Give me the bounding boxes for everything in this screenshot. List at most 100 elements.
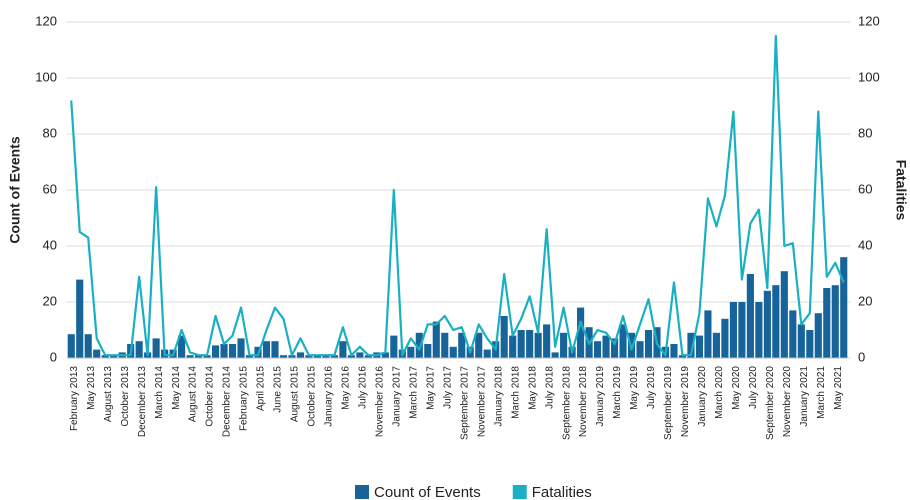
bar [237,338,245,358]
x-tick-label: March 2021 [816,366,827,419]
bar [93,349,101,358]
bar [619,324,627,358]
x-tick-label: September 2019 [663,366,674,440]
x-tick-label: March 2019 [612,366,623,419]
bar [101,355,109,358]
bar [755,302,763,358]
bar [262,341,271,358]
x-tick-label: January 2018 [493,366,504,427]
bar [407,346,415,358]
bar [729,302,737,358]
y2-tick-label: 40 [858,237,872,252]
bar [670,344,678,358]
bar [780,271,788,358]
bar [695,335,704,358]
bar [534,332,542,358]
y2-tick-label: 60 [858,181,872,196]
x-tick-label: May 2016 [341,366,352,410]
x-tick-label: March 2020 [714,366,725,419]
x-tick-label: July 2019 [646,366,657,409]
x-tick-label: July 2017 [442,366,453,409]
bar [330,355,338,358]
bar [602,335,610,358]
x-tick-label: June 2015 [273,366,284,413]
x-tick-label: August 2015 [290,366,301,423]
bar [67,334,75,358]
bar [789,310,797,358]
bar [296,352,305,358]
bar [746,274,754,358]
bar [271,341,279,358]
bar [313,355,321,358]
bar [203,355,211,358]
bar [195,355,203,358]
bar [356,352,364,358]
bar [364,355,372,358]
x-tick-label: November 2016 [374,366,385,438]
bar [186,355,194,358]
bar [738,302,746,358]
bar [577,307,585,358]
bar [449,346,457,358]
x-tick-label: May 2018 [527,366,538,410]
y2-tick-label: 80 [858,125,872,140]
bar [288,355,296,358]
x-tick-label: May 2014 [171,366,182,410]
bar [560,332,568,358]
x-tick-label: August 2014 [188,366,199,423]
bar [551,352,559,358]
bar [424,344,432,358]
bar [831,285,839,358]
y2-tick-label: 120 [858,13,880,28]
bar [84,334,92,358]
bar [840,257,848,358]
legend-swatch [355,485,369,499]
bar [644,330,653,358]
y-tick-label: 60 [43,181,57,196]
x-tick-label: January 2019 [595,366,606,427]
x-tick-label: November 2019 [680,366,691,438]
x-tick-label: December 2014 [222,366,233,438]
bar [610,338,619,358]
line [70,34,845,357]
x-tick-label: January 2021 [799,366,810,427]
y-tick-label: 100 [35,69,57,84]
x-tick-label: November 2020 [782,366,793,438]
bar [279,355,288,358]
x-tick-label: March 2014 [154,366,165,419]
bar [458,332,466,358]
bar [526,330,534,358]
bar [712,332,720,358]
bar [390,335,398,358]
y-tick-label: 40 [43,237,57,252]
y-tick-label: 20 [43,293,57,308]
bar [814,313,822,358]
y-tick-label: 0 [50,349,57,364]
bar [687,332,695,358]
y2-tick-label: 100 [858,69,880,84]
bar [305,355,313,358]
bar [152,338,160,358]
x-tick-label: November 2018 [578,366,589,438]
x-tick-label: September 2017 [459,366,470,440]
x-tick-label: May 2021 [833,366,844,410]
bar [678,355,687,358]
bar [228,344,237,358]
bar [806,330,814,358]
bar [721,318,729,358]
y-axis-title: Count of Events [7,136,23,244]
bar [704,310,712,358]
bar [178,335,186,358]
x-tick-label: May 2019 [629,366,640,410]
x-tick-label: October 2013 [120,366,131,427]
bar [322,355,330,358]
bar [594,341,602,358]
x-tick-label: January 2017 [391,366,402,427]
legend-label: Count of Events [374,484,481,500]
bar [432,321,440,358]
y2-axis-title: Fatalities [893,160,909,221]
bar [500,316,508,358]
bar [135,341,143,358]
